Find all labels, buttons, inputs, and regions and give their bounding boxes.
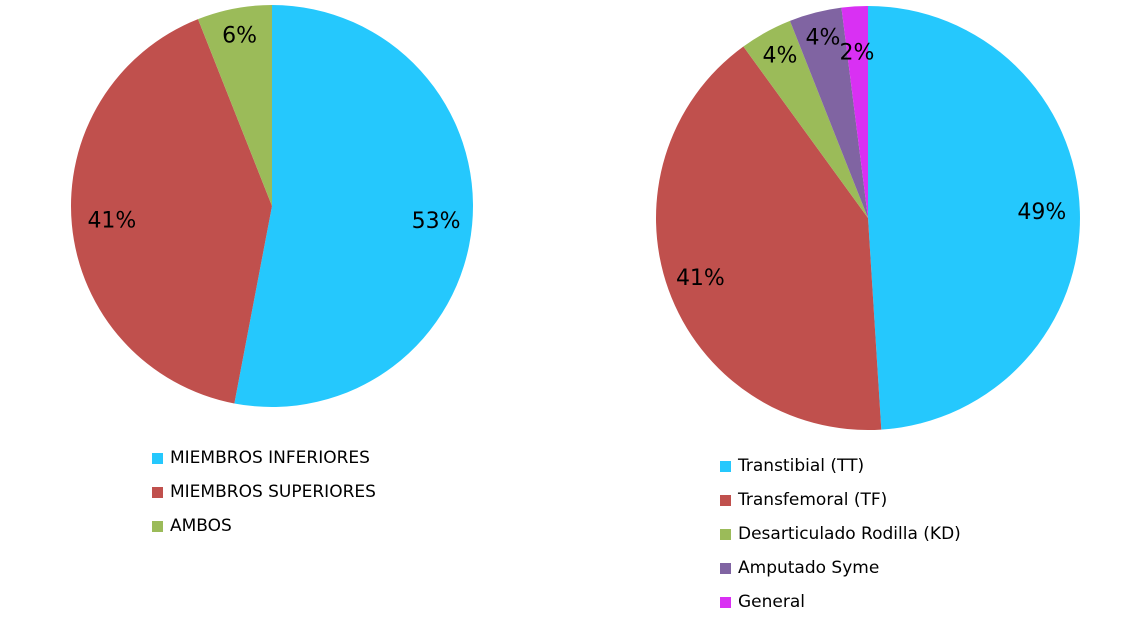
slice-percent-label: 4% bbox=[806, 26, 841, 51]
pie-slice bbox=[198, 4, 272, 206]
slice-percent-label: 53% bbox=[412, 209, 461, 234]
pie-slice bbox=[656, 46, 882, 430]
legend-item: Amputado Syme bbox=[720, 551, 961, 585]
legend-label: Transtibial (TT) bbox=[738, 456, 865, 476]
legend-swatch bbox=[152, 452, 163, 464]
legend-amputation-types: Transtibial (TT) Transfemoral (TF) Desar… bbox=[720, 449, 961, 619]
legend-swatch bbox=[720, 596, 731, 608]
slice-percent-label: 41% bbox=[676, 266, 725, 291]
legend-swatch bbox=[720, 562, 731, 574]
slice-percent-label: 6% bbox=[222, 24, 257, 49]
legend-label: Desarticulado Rodilla (KD) bbox=[738, 524, 961, 544]
legend-item: MIEMBROS INFERIORES bbox=[152, 441, 376, 475]
legend-label: Transfemoral (TF) bbox=[738, 490, 888, 510]
legend-swatch bbox=[720, 460, 731, 472]
pie-chart-limbs: 53% 41% 6% MIEMBROS INFERIORES MIEMBROS SU… bbox=[0, 0, 540, 624]
pie-plot-amputation-types: 49%41%4%4%2% bbox=[656, 5, 1080, 430]
legend-item: AMBOS bbox=[152, 509, 376, 543]
pie-plot-limbs: 53% 41% 6% bbox=[70, 4, 474, 407]
legend-label: AMBOS bbox=[170, 516, 232, 536]
slice-percent-label: 4% bbox=[763, 44, 798, 69]
slice-percent-label: 41% bbox=[87, 209, 136, 234]
legend-label: MIEMBROS SUPERIORES bbox=[170, 482, 376, 502]
legend-item: Desarticulado Rodilla (KD) bbox=[720, 517, 961, 551]
legend-label: General bbox=[738, 592, 805, 612]
pie-slice bbox=[868, 6, 1080, 430]
legend-item: Transtibial (TT) bbox=[720, 449, 961, 483]
legend-item: Transfemoral (TF) bbox=[720, 483, 961, 517]
legend-swatch bbox=[152, 520, 163, 532]
legend-swatch bbox=[720, 494, 731, 506]
pie-slice bbox=[70, 19, 272, 404]
legend-item: MIEMBROS SUPERIORES bbox=[152, 475, 376, 509]
pie-slice bbox=[234, 5, 474, 407]
legend-swatch bbox=[152, 486, 163, 498]
legend-swatch bbox=[720, 528, 731, 540]
legend-label: Amputado Syme bbox=[738, 558, 880, 578]
slice-percent-label: 49% bbox=[1017, 200, 1066, 225]
pie-chart-amputation-types: 49% 41% 4% 4% 2% Transtibial (TT) Transfemor… bbox=[560, 0, 1128, 624]
pie-slice bbox=[789, 7, 868, 219]
slice-percent-label: 2% bbox=[840, 41, 875, 66]
legend-label: MIEMBROS INFERIORES bbox=[170, 448, 370, 468]
legend-item: General bbox=[720, 585, 961, 619]
pie-slice bbox=[743, 20, 868, 218]
legend-limbs: MIEMBROS INFERIORES MIEMBROS SUPERIORES … bbox=[152, 441, 376, 543]
pie-slice bbox=[841, 5, 868, 218]
